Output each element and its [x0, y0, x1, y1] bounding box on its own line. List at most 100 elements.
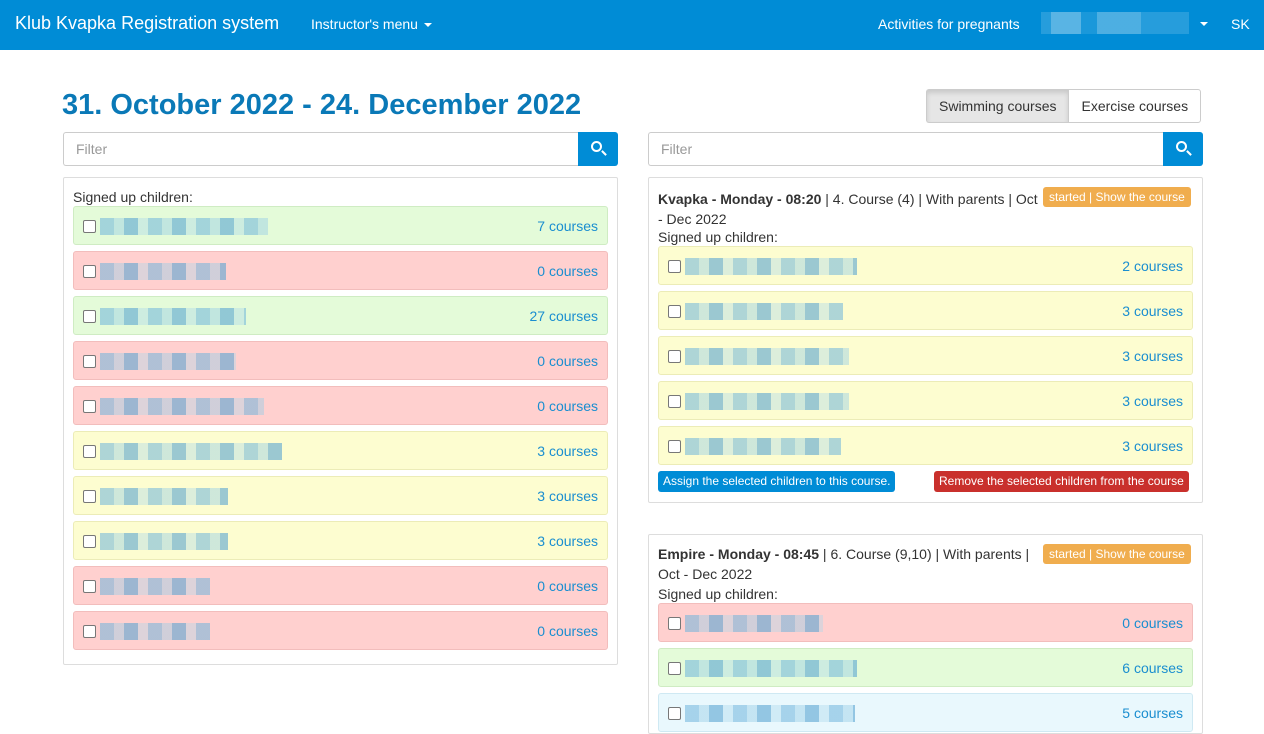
child-checkbox[interactable] [83, 355, 96, 368]
top-navbar: Klub Kvapka Registration system Instruct… [0, 0, 1264, 50]
course-count-link[interactable]: 6 courses [1122, 660, 1183, 676]
child-checkbox[interactable] [83, 625, 96, 638]
course-count-link[interactable]: 3 courses [1122, 393, 1183, 409]
course-count-link[interactable]: 0 courses [537, 398, 598, 414]
child-row: 3 courses [658, 426, 1193, 465]
remove-children-button[interactable]: Remove the selected children from the co… [934, 471, 1189, 492]
course-count-link[interactable]: 3 courses [537, 533, 598, 549]
left-filter [63, 132, 618, 166]
child-checkbox[interactable] [668, 707, 681, 720]
child-row: 0 courses [73, 611, 608, 650]
course-count-link[interactable]: 3 courses [537, 488, 598, 504]
course-count-link[interactable]: 0 courses [537, 353, 598, 369]
child-checkbox[interactable] [83, 535, 96, 548]
child-row: 0 courses [658, 603, 1193, 642]
course-count-link[interactable]: 3 courses [1122, 438, 1183, 454]
child-name-redacted [100, 218, 268, 235]
child-name-redacted [685, 258, 857, 275]
show-course-badge[interactable]: started | Show the course [1043, 187, 1191, 207]
child-name-redacted [100, 623, 210, 640]
child-checkbox[interactable] [83, 220, 96, 233]
child-name-redacted [685, 438, 841, 455]
child-name-redacted [685, 348, 849, 365]
course-details: | 6. Course (9,10) | With parents | [819, 546, 1030, 562]
course-count-link[interactable]: 3 courses [1122, 348, 1183, 364]
child-name-redacted [100, 533, 228, 550]
course-count-link[interactable]: 0 courses [537, 578, 598, 594]
child-row: 27 courses [73, 296, 608, 335]
left-filter-input[interactable] [63, 132, 578, 166]
user-caret-icon [1200, 22, 1208, 26]
signed-up-label: Signed up children: [658, 586, 778, 602]
right-filter-input[interactable] [648, 132, 1163, 166]
swimming-courses-button[interactable]: Swimming courses [926, 89, 1069, 123]
child-name-redacted [100, 353, 236, 370]
child-row: 3 courses [658, 291, 1193, 330]
child-row: 3 courses [658, 336, 1193, 375]
course-name: Kvapka - Monday - 08:20 [658, 191, 822, 207]
child-name-redacted [685, 705, 855, 722]
child-checkbox[interactable] [668, 350, 681, 363]
assign-children-button[interactable]: Assign the selected children to this cou… [658, 471, 896, 492]
course-count-link[interactable]: 2 courses [1122, 258, 1183, 274]
course-count-link[interactable]: 7 courses [537, 218, 598, 234]
child-name-redacted [685, 393, 849, 410]
course-count-link[interactable]: 0 courses [1122, 615, 1183, 631]
course-details-cont: - Dec 2022 [658, 211, 727, 227]
child-name-redacted [685, 660, 857, 677]
child-checkbox[interactable] [83, 310, 96, 323]
course-title: Kvapka - Monday - 08:20 | 4. Course (4) … [658, 189, 1038, 229]
instructor-menu-dropdown[interactable]: Instructor's menu [311, 16, 432, 32]
show-course-badge[interactable]: started | Show the course [1043, 544, 1191, 564]
signed-up-label: Signed up children: [658, 229, 778, 245]
child-name-redacted [100, 443, 282, 460]
child-row: 0 courses [73, 386, 608, 425]
course-details: | 4. Course (4) | With parents | Oct [821, 191, 1038, 207]
child-name-redacted [100, 578, 210, 595]
course-count-link[interactable]: 0 courses [537, 623, 598, 639]
instructor-menu-label: Instructor's menu [311, 16, 418, 32]
child-checkbox[interactable] [668, 440, 681, 453]
course-count-link[interactable]: 27 courses [529, 308, 598, 324]
child-checkbox[interactable] [668, 305, 681, 318]
search-icon [591, 141, 602, 152]
child-name-redacted [685, 615, 823, 632]
course-count-link[interactable]: 3 courses [1122, 303, 1183, 319]
child-checkbox[interactable] [668, 662, 681, 675]
child-checkbox[interactable] [83, 400, 96, 413]
child-checkbox[interactable] [83, 490, 96, 503]
child-name-redacted [100, 263, 226, 280]
child-row: 7 courses [73, 206, 608, 245]
course-type-toggle: Swimming courses Exercise courses [926, 89, 1202, 123]
child-name-redacted [685, 303, 843, 320]
right-search-button[interactable] [1163, 132, 1203, 166]
exercise-courses-button[interactable]: Exercise courses [1068, 89, 1202, 123]
child-checkbox[interactable] [83, 265, 96, 278]
child-row: 3 courses [73, 476, 608, 515]
child-name-redacted [100, 488, 228, 505]
child-checkbox[interactable] [668, 395, 681, 408]
child-row: 3 courses [658, 381, 1193, 420]
activities-link[interactable]: Activities for pregnants [878, 16, 1020, 32]
language-link[interactable]: SK [1231, 16, 1250, 32]
course-count-link[interactable]: 0 courses [537, 263, 598, 279]
course-name: Empire - Monday - 08:45 [658, 546, 820, 562]
search-icon [1176, 141, 1187, 152]
user-menu-dropdown[interactable] [1041, 12, 1189, 34]
child-checkbox[interactable] [668, 617, 681, 630]
child-row: 3 courses [73, 431, 608, 470]
child-row: 6 courses [658, 648, 1193, 687]
child-name-redacted [100, 308, 246, 325]
course-count-link[interactable]: 3 courses [537, 443, 598, 459]
course-title: Empire - Monday - 08:45 | 6. Course (9,1… [658, 544, 1038, 584]
child-row: 2 courses [658, 246, 1193, 285]
child-row: 5 courses [658, 693, 1193, 732]
left-search-button[interactable] [578, 132, 618, 166]
brand-link[interactable]: Klub Kvapka Registration system [15, 13, 280, 33]
child-row: 0 courses [73, 566, 608, 605]
child-checkbox[interactable] [668, 260, 681, 273]
child-checkbox[interactable] [83, 445, 96, 458]
course-count-link[interactable]: 5 courses [1122, 705, 1183, 721]
child-row: 0 courses [73, 251, 608, 290]
child-checkbox[interactable] [83, 580, 96, 593]
